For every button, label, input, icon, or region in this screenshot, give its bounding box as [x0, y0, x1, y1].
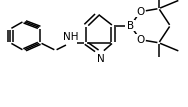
Text: NH: NH: [63, 32, 78, 42]
Text: B: B: [127, 21, 134, 31]
Text: O: O: [136, 35, 144, 45]
Text: N: N: [97, 54, 105, 64]
Text: O: O: [136, 7, 144, 17]
